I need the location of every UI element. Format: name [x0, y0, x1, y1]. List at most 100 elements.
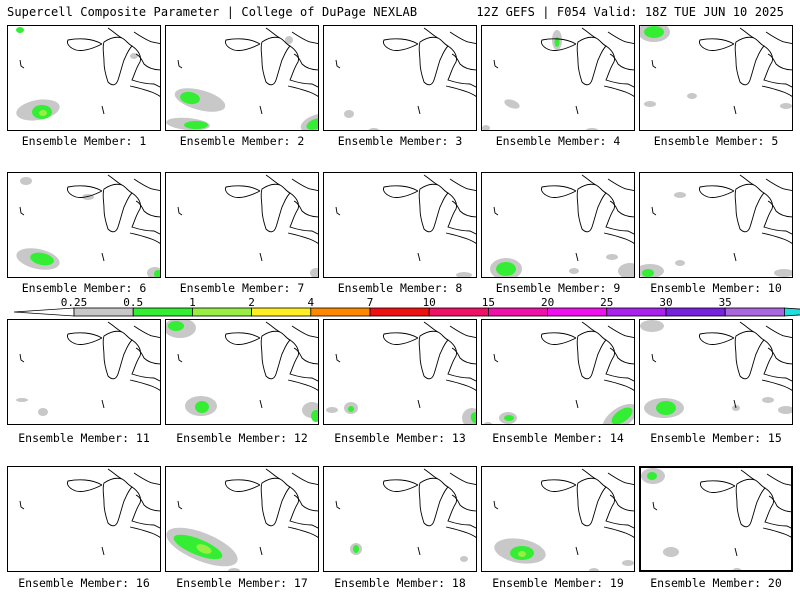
scp-contour [586, 128, 598, 130]
coastline [293, 494, 318, 512]
member-map [640, 320, 792, 418]
coastline [133, 472, 160, 486]
scp-contour [16, 398, 28, 402]
ensemble-map-panel [639, 172, 793, 278]
coastline [699, 185, 735, 198]
coastline [493, 500, 499, 510]
coastline [133, 31, 160, 45]
scp-contour [482, 125, 490, 130]
member-map [640, 26, 792, 115]
coastline [131, 192, 160, 235]
scp-contour [470, 412, 476, 424]
member-caption: Ensemble Member: 7 [179, 281, 305, 295]
colorbar-bin [73, 307, 134, 317]
scp-contour [589, 568, 599, 571]
coastline [102, 183, 133, 233]
coastline [259, 105, 263, 115]
coastline [764, 487, 791, 529]
member-map [166, 27, 318, 130]
member-caption: Ensemble Member: 2 [179, 134, 305, 148]
ensemble-map-panel [165, 172, 319, 278]
coastline [265, 468, 281, 480]
coastline [607, 31, 634, 45]
coastline [423, 27, 439, 39]
ensemble-map-panel [323, 319, 477, 425]
coastline [449, 178, 476, 192]
colorbar-bin [251, 307, 312, 317]
ensemble-map-panel [481, 25, 635, 131]
ensemble-map-panel [165, 25, 319, 131]
coastline [291, 472, 318, 486]
member-map [484, 321, 634, 424]
coastline [335, 59, 341, 69]
colorbar-tick-label: 35 [719, 296, 732, 309]
scp-contour [196, 544, 212, 554]
scp-contour [656, 401, 676, 415]
ensemble-map-panel [7, 466, 161, 572]
coastline [605, 486, 634, 529]
coastline [493, 206, 499, 216]
coastline [607, 472, 634, 486]
colorbar-tick-label: 25 [600, 296, 613, 309]
colorbar-right-arrow [784, 307, 800, 317]
coastline [335, 206, 341, 216]
colorbar-tick-label: 7 [367, 296, 374, 309]
coastline [418, 36, 449, 86]
coastline [761, 232, 792, 244]
member-map [177, 174, 318, 277]
coastline [541, 185, 577, 198]
coastline [451, 347, 476, 365]
colorbar-legend: 0.25 0.5 1 2 4 7 10 15 20 25 30 35 [13, 296, 800, 317]
coastline [259, 252, 263, 262]
colorbar-tick-label: 0.25 [61, 296, 88, 309]
scp-contour [285, 36, 293, 44]
coastline [605, 192, 634, 235]
coastline [293, 200, 318, 218]
coastline [293, 53, 318, 71]
coastline [603, 85, 634, 97]
ensemble-map-panel [481, 172, 635, 278]
coastline [287, 379, 318, 391]
coastline [287, 526, 318, 538]
member-map [166, 320, 318, 422]
coastline [763, 339, 792, 382]
member-caption: Ensemble Member: 4 [495, 134, 621, 148]
ensemble-map-panel [323, 172, 477, 278]
colorbar-tick-label: 30 [659, 296, 672, 309]
coastline [447, 45, 476, 88]
coastline [576, 36, 607, 86]
coastline [609, 494, 634, 512]
coastline [575, 105, 579, 115]
scp-contour [644, 101, 656, 107]
ensemble-map-panel [7, 25, 161, 131]
scp-contour [456, 272, 472, 277]
member-map [166, 468, 318, 571]
coastline [423, 321, 439, 333]
coastline [131, 45, 160, 88]
coastline [607, 325, 634, 339]
coastline [768, 495, 791, 513]
coastline [133, 325, 160, 339]
coastline [289, 486, 318, 529]
coastline [417, 105, 421, 115]
coastline [131, 486, 160, 529]
coastline [135, 347, 160, 365]
coastline [699, 332, 735, 345]
coastline [603, 526, 634, 538]
member-caption: Ensemble Member: 5 [653, 134, 779, 148]
coastline [733, 399, 737, 409]
coastline [575, 546, 579, 556]
coastline [447, 192, 476, 235]
coastline [449, 472, 476, 486]
member-caption: Ensemble Member: 19 [492, 576, 624, 590]
coastline [335, 500, 341, 510]
coastline [541, 38, 577, 51]
coastline [383, 38, 419, 51]
coastline [289, 45, 318, 88]
member-map [19, 468, 160, 556]
coastline [445, 526, 476, 538]
ensemble-map-panel [481, 466, 635, 572]
coastline [763, 45, 792, 88]
coastline [733, 105, 737, 115]
ensemble-map-panel [639, 25, 793, 131]
